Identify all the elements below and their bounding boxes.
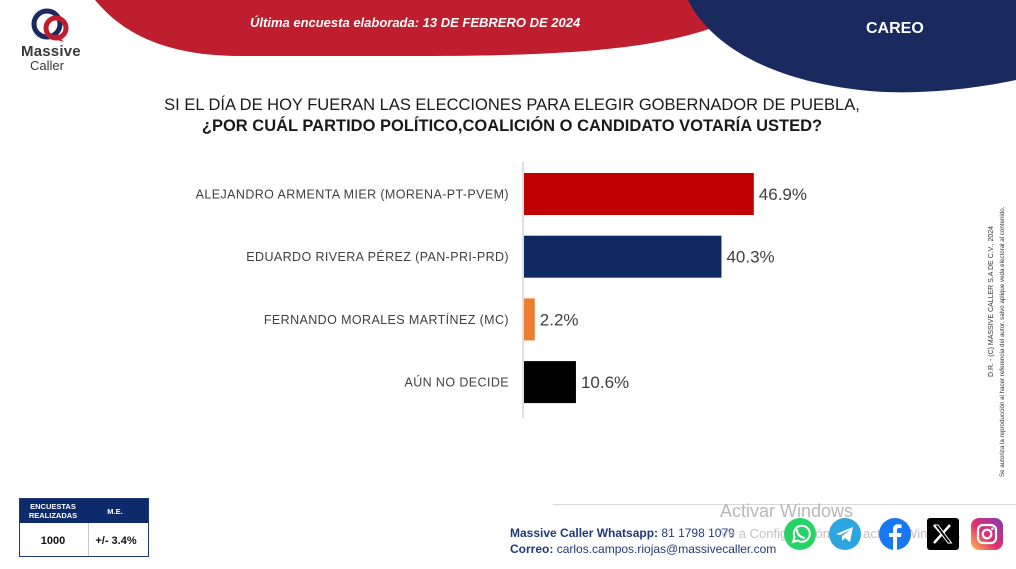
email-label: Correo: [510,542,554,556]
stats-margin-value: +/- 3.4% [95,535,137,547]
whatsapp-label: Massive Caller Whatsapp: [510,526,659,540]
bar [524,361,576,404]
massive-caller-logo [31,8,69,42]
instagram-icon[interactable] [970,517,1004,551]
stats-header: ENCUESTAS REALIZADAS M.E. [20,499,148,523]
data-label: 2.2% [540,310,579,329]
data-label: 40.3% [726,248,774,267]
windows-activation-title: Activar Windows [720,501,854,521]
bar [524,235,722,278]
header-red-banner [95,0,775,56]
stats-surveys-value: 1000 [40,535,66,547]
copyright-note: D.R. - (C) MASSIVE CALLER S.A DE C.V., 2… [988,206,1006,477]
copyright-line2: Se autoriza la reproducción al hacer ref… [999,206,1006,477]
category-label: ALEJANDRO ARMENTA MIER (MORENA-PT-PVEM) [196,188,509,202]
stats-header-surveys: ENCUESTAS REALIZADAS [28,502,78,520]
question-line2: ¿POR CUÁL PARTIDO POLÍTICO,COALICIÓN O C… [201,117,823,135]
vote-intention-chart: ALEJANDRO ARMENTA MIER (MORENA-PT-PVEM) 4… [196,162,807,418]
header-navy-banner [688,0,1016,93]
survey-stats-box: ENCUESTAS REALIZADAS M.E. 1000 +/- 3.4% [19,498,149,557]
survey-date: Última encuesta elaborada: 13 DE FEBRERO… [250,15,581,30]
data-label: 10.6% [581,373,629,392]
email-address[interactable]: carlos.campos.riojas@massivecaller.com [556,542,777,556]
footer-divider [553,504,1016,505]
bar [524,173,754,215]
telegram-icon[interactable] [828,517,862,551]
x-icon[interactable] [926,517,960,551]
section-label: CAREO [866,20,924,37]
whatsapp-number[interactable]: 81 1798 1079 [661,526,735,540]
category-label: FERNANDO MORALES MARTÍNEZ (MC) [264,312,509,327]
data-label: 46.9% [759,185,807,204]
category-label: AÚN NO DECIDE [404,375,509,390]
question-line1: SI EL DÍA DE HOY FUERAN LAS ELECCIONES P… [164,96,860,114]
whatsapp-contact: Massive Caller Whatsapp: 81 1798 1079 [510,526,735,540]
stats-header-margin: M.E. [107,507,123,516]
facebook-icon[interactable] [878,517,912,551]
bar [524,298,535,341]
category-label: EDUARDO RIVERA PÉREZ (PAN-PRI-PRD) [246,249,509,264]
header-background [95,0,1016,93]
copyright-line1: D.R. - (C) MASSIVE CALLER S.A DE C.V., 2… [988,226,995,377]
stats-separator [88,523,89,556]
whatsapp-icon[interactable] [783,517,817,551]
logo-name-line2: Caller [30,58,64,73]
email-contact: Correo: carlos.campos.riojas@massivecall… [510,542,776,556]
logo-name-line1: Massive [21,43,81,60]
